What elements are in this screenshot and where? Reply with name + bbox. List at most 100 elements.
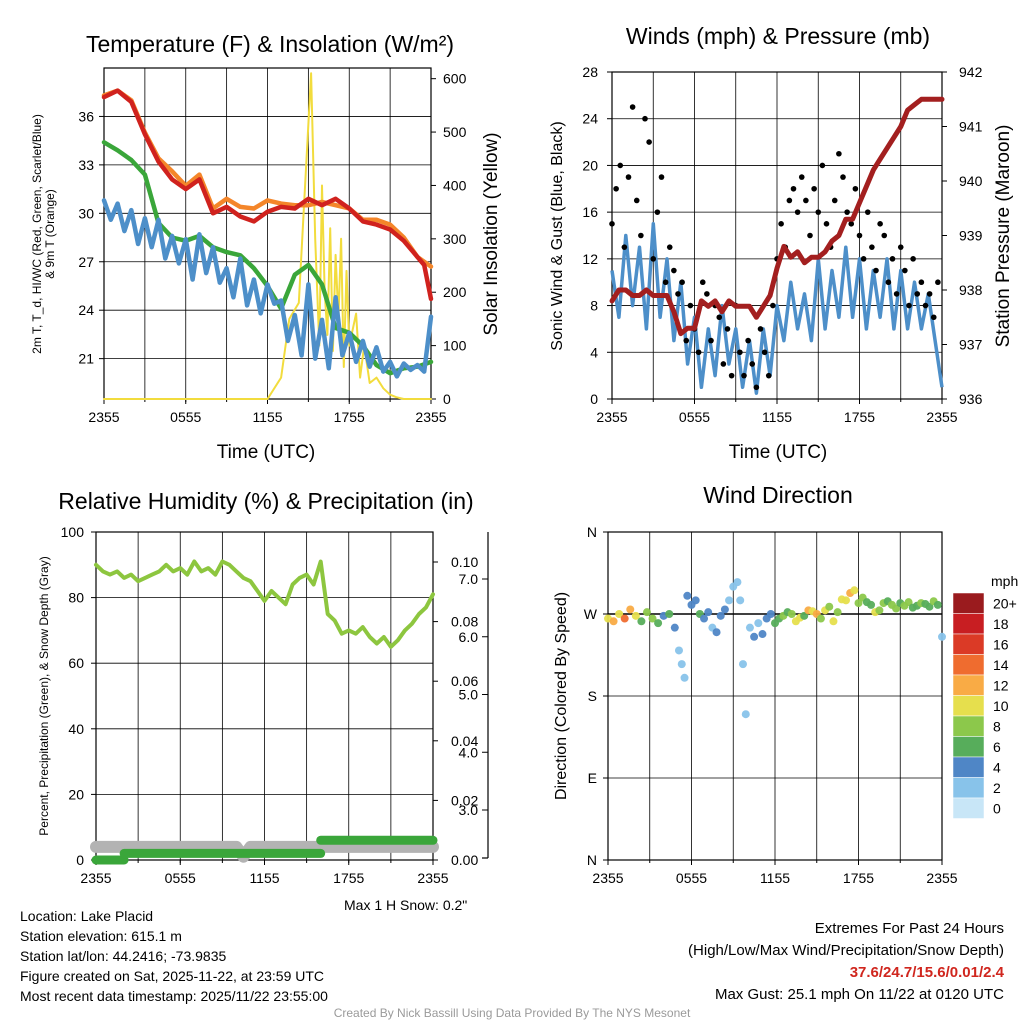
extremes-info: Extremes For Past 24 Hours (High/Low/Max… [688, 918, 1004, 1006]
direction-point [750, 632, 759, 641]
credit: Created By Nick Bassill Using Data Provi… [333, 1006, 691, 1020]
colorbar-label: 2 [993, 780, 1001, 796]
y-tick-label: 16 [582, 204, 598, 220]
gust-point [910, 256, 916, 262]
y-tick-label: 33 [78, 157, 94, 173]
gust-point [609, 221, 615, 227]
gust-point [873, 267, 879, 274]
x-tick-label: 2355 [80, 870, 111, 886]
gust-point [646, 139, 652, 145]
gust-point [757, 326, 764, 332]
x-tick-label: 1755 [334, 409, 365, 425]
y2-tick-label: 0.04 [451, 733, 478, 749]
direction-point [670, 623, 679, 632]
chart-title: Wind Direction [703, 482, 853, 508]
gust-point [790, 185, 797, 192]
direction-point [758, 630, 767, 639]
y-axis-label: Direction (Colored By Speed) [553, 592, 570, 800]
direction-point [829, 617, 838, 626]
gust-point [716, 314, 723, 321]
y-axis-label-line: 2m T, T_d, HI/WC (Red, Green, Scarlet/Bl… [30, 114, 44, 354]
gust-point [823, 221, 830, 227]
x-tick-label: 0555 [676, 870, 707, 886]
direction-point [841, 596, 850, 605]
x-tick-label: 1155 [760, 870, 790, 886]
gust-point [930, 314, 937, 321]
gust-point [675, 291, 681, 297]
direction-point [642, 608, 651, 617]
colorbar-swatch [952, 695, 985, 717]
series-line-2m-t [101, 88, 434, 302]
y-axis-label: Sonic Wind & Gust (Blue, Black) [549, 121, 566, 350]
direction-point [738, 660, 747, 669]
direction-point [683, 591, 692, 600]
y-tick-label: W [584, 606, 598, 622]
chart-title: Temperature (F) & Insolation (W/m²) [86, 31, 454, 57]
direction-point [704, 608, 713, 617]
x-tick-label: 1155 [252, 409, 282, 425]
gust-point [708, 337, 714, 344]
direction-point [787, 610, 796, 618]
x-tick-label: 1155 [249, 870, 279, 886]
y-tick-label: 12 [582, 251, 598, 267]
direction-point [631, 611, 640, 620]
direction-point [925, 602, 934, 611]
colorbar-swatch [952, 756, 985, 778]
direction-point [766, 610, 775, 618]
gust-point [737, 349, 743, 356]
colorbar-label: 14 [993, 657, 1009, 673]
elevation: Station elevation: 615.1 m [20, 928, 182, 944]
direction-point [892, 604, 901, 613]
extremes-desc: (High/Low/Max Wind/Precipitation/Snow De… [688, 942, 1004, 959]
colorbar-swatch [952, 715, 985, 737]
y-tick-label: 4 [590, 344, 598, 360]
colorbar-label: 10 [993, 698, 1009, 714]
gust-point [914, 291, 921, 297]
gust-point [671, 267, 677, 274]
direction-point [754, 619, 763, 628]
gust-point [720, 361, 727, 367]
gust-point [836, 150, 842, 157]
y2-tick-label: 0.08 [451, 614, 478, 630]
y2-tick-label: 937 [959, 337, 983, 353]
y2-tick-label: 0.10 [451, 554, 478, 570]
y-tick-label: 8 [590, 298, 598, 314]
x-tick-label: 0555 [165, 870, 196, 886]
colorbar-label: 4 [993, 759, 1001, 775]
chart-title: Relative Humidity (%) & Precipitation (i… [58, 488, 473, 514]
y-tick-label: 20 [68, 786, 84, 802]
y2-tick-label: 942 [959, 64, 983, 80]
colorbar-label: 18 [993, 616, 1009, 632]
y3-tick-label: 6.0 [459, 629, 479, 645]
gust-point [848, 221, 855, 227]
direction-point [680, 673, 689, 682]
gust-point [918, 279, 925, 286]
gust-point [765, 372, 772, 379]
y3-tick-label: 7.0 [459, 571, 479, 587]
gust-point [860, 256, 867, 262]
y2-tick-label: 938 [959, 282, 983, 298]
direction-point [825, 602, 834, 611]
snow-note: Max 1 H Snow: 0.2" [344, 897, 468, 913]
gust-point [906, 302, 912, 309]
lat-lon: Station lat/lon: 44.2416; -73.9835 [20, 948, 227, 964]
gust-point [753, 384, 760, 391]
direction-point [733, 578, 742, 587]
y-tick-label: 100 [61, 524, 85, 540]
gust-point [864, 209, 871, 215]
direction-point [875, 606, 884, 615]
direction-point [850, 586, 859, 595]
y2-tick-label: 939 [959, 228, 983, 244]
gust-point [654, 209, 661, 215]
gust-point [811, 185, 817, 192]
direction-point [712, 628, 721, 637]
direction-point [716, 611, 725, 620]
direction-point [677, 660, 686, 669]
gust-point [926, 291, 933, 297]
y-axis-label-line: & 9m T (Orange) [43, 189, 57, 279]
y-tick-label: 27 [78, 254, 94, 270]
gust-point [662, 279, 669, 286]
y2-axis-label: Solar Insolation (Yellow) [481, 132, 502, 335]
y-axis-label: Percent, Precipitation (Green), & Snow D… [37, 556, 51, 835]
colorbar-label: 0 [993, 800, 1001, 816]
